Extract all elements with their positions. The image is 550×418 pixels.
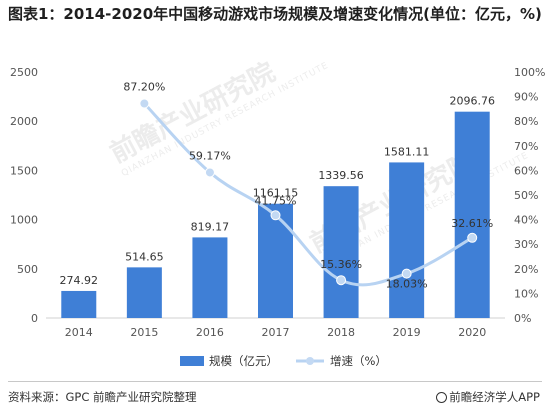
bar-data-label: 274.92	[60, 274, 99, 287]
y-left-tick-label: 2500	[10, 66, 38, 79]
y-left-tick-label: 1500	[10, 164, 38, 177]
brand-label: 前瞻经济学人APP	[436, 389, 540, 405]
y-right-tick-label: 30%	[514, 238, 538, 251]
growth-data-label: 59.17%	[189, 149, 231, 162]
growth-data-label: 15.36%	[320, 258, 362, 271]
y-right-tick-label: 80%	[514, 115, 538, 128]
growth-point	[401, 268, 412, 279]
growth-point	[270, 210, 281, 221]
x-tick-label: 2017	[262, 326, 290, 339]
legend-label-bar: 规模（亿元）	[209, 354, 278, 368]
y-left-tick-label: 500	[17, 263, 38, 276]
x-tick-label: 2020	[458, 326, 486, 339]
y-right-tick-label: 0%	[514, 312, 531, 325]
chart-title: 图表1：2014-2020年中国移动游戏市场规模及增速变化情况(单位：亿元，%)	[8, 5, 542, 23]
bar	[389, 162, 425, 318]
bar-data-label: 819.17	[191, 220, 230, 233]
growth-point	[336, 275, 347, 286]
y-right-tick-label: 50%	[514, 189, 538, 202]
x-tick-label: 2019	[393, 326, 421, 339]
y-right-tick-label: 100%	[514, 66, 545, 79]
x-tick-label: 2015	[130, 326, 158, 339]
source-note: 资料来源：GPC 前瞻产业研究院整理	[8, 390, 197, 404]
growth-point	[467, 232, 478, 243]
y-right-tick-label: 70%	[514, 140, 538, 153]
bar-data-label: 1161.15	[253, 187, 299, 200]
y-left-tick-label: 0	[31, 312, 38, 325]
bar	[258, 203, 293, 318]
y-right-tick-label: 60%	[514, 164, 538, 177]
bar	[323, 186, 359, 318]
bar-data-label: 1581.11	[384, 145, 430, 158]
y-left-tick-label: 1000	[10, 214, 38, 227]
y-left-tick-label: 2000	[10, 115, 38, 128]
bar-data-label: 1339.56	[318, 169, 364, 182]
y-right-tick-label: 90%	[514, 91, 538, 104]
bar	[126, 267, 162, 318]
growth-data-label: 18.03%	[386, 278, 428, 291]
bar	[192, 237, 228, 318]
legend-swatch-bar	[180, 356, 204, 366]
growth-data-label: 87.20%	[123, 80, 165, 93]
growth-point	[204, 167, 215, 178]
legend-swatch-marker	[306, 357, 314, 365]
growth-data-label: 41.75%	[255, 194, 297, 207]
brand-logo-icon	[436, 392, 448, 403]
x-tick-label: 2016	[196, 326, 224, 339]
x-tick-label: 2018	[327, 326, 355, 339]
bar-data-label: 2096.76	[449, 95, 495, 108]
y-right-tick-label: 10%	[514, 287, 538, 300]
x-tick-label: 2014	[65, 326, 93, 339]
footer-divider	[8, 381, 542, 382]
bar-data-label: 514.65	[125, 250, 164, 263]
y-right-tick-label: 20%	[514, 263, 538, 276]
bar	[454, 111, 490, 318]
bar	[61, 290, 97, 318]
growth-data-label: 32.61%	[451, 217, 493, 230]
y-right-tick-label: 40%	[514, 214, 538, 227]
growth-point	[139, 98, 150, 109]
legend-label-line: 增速（%）	[330, 354, 387, 368]
